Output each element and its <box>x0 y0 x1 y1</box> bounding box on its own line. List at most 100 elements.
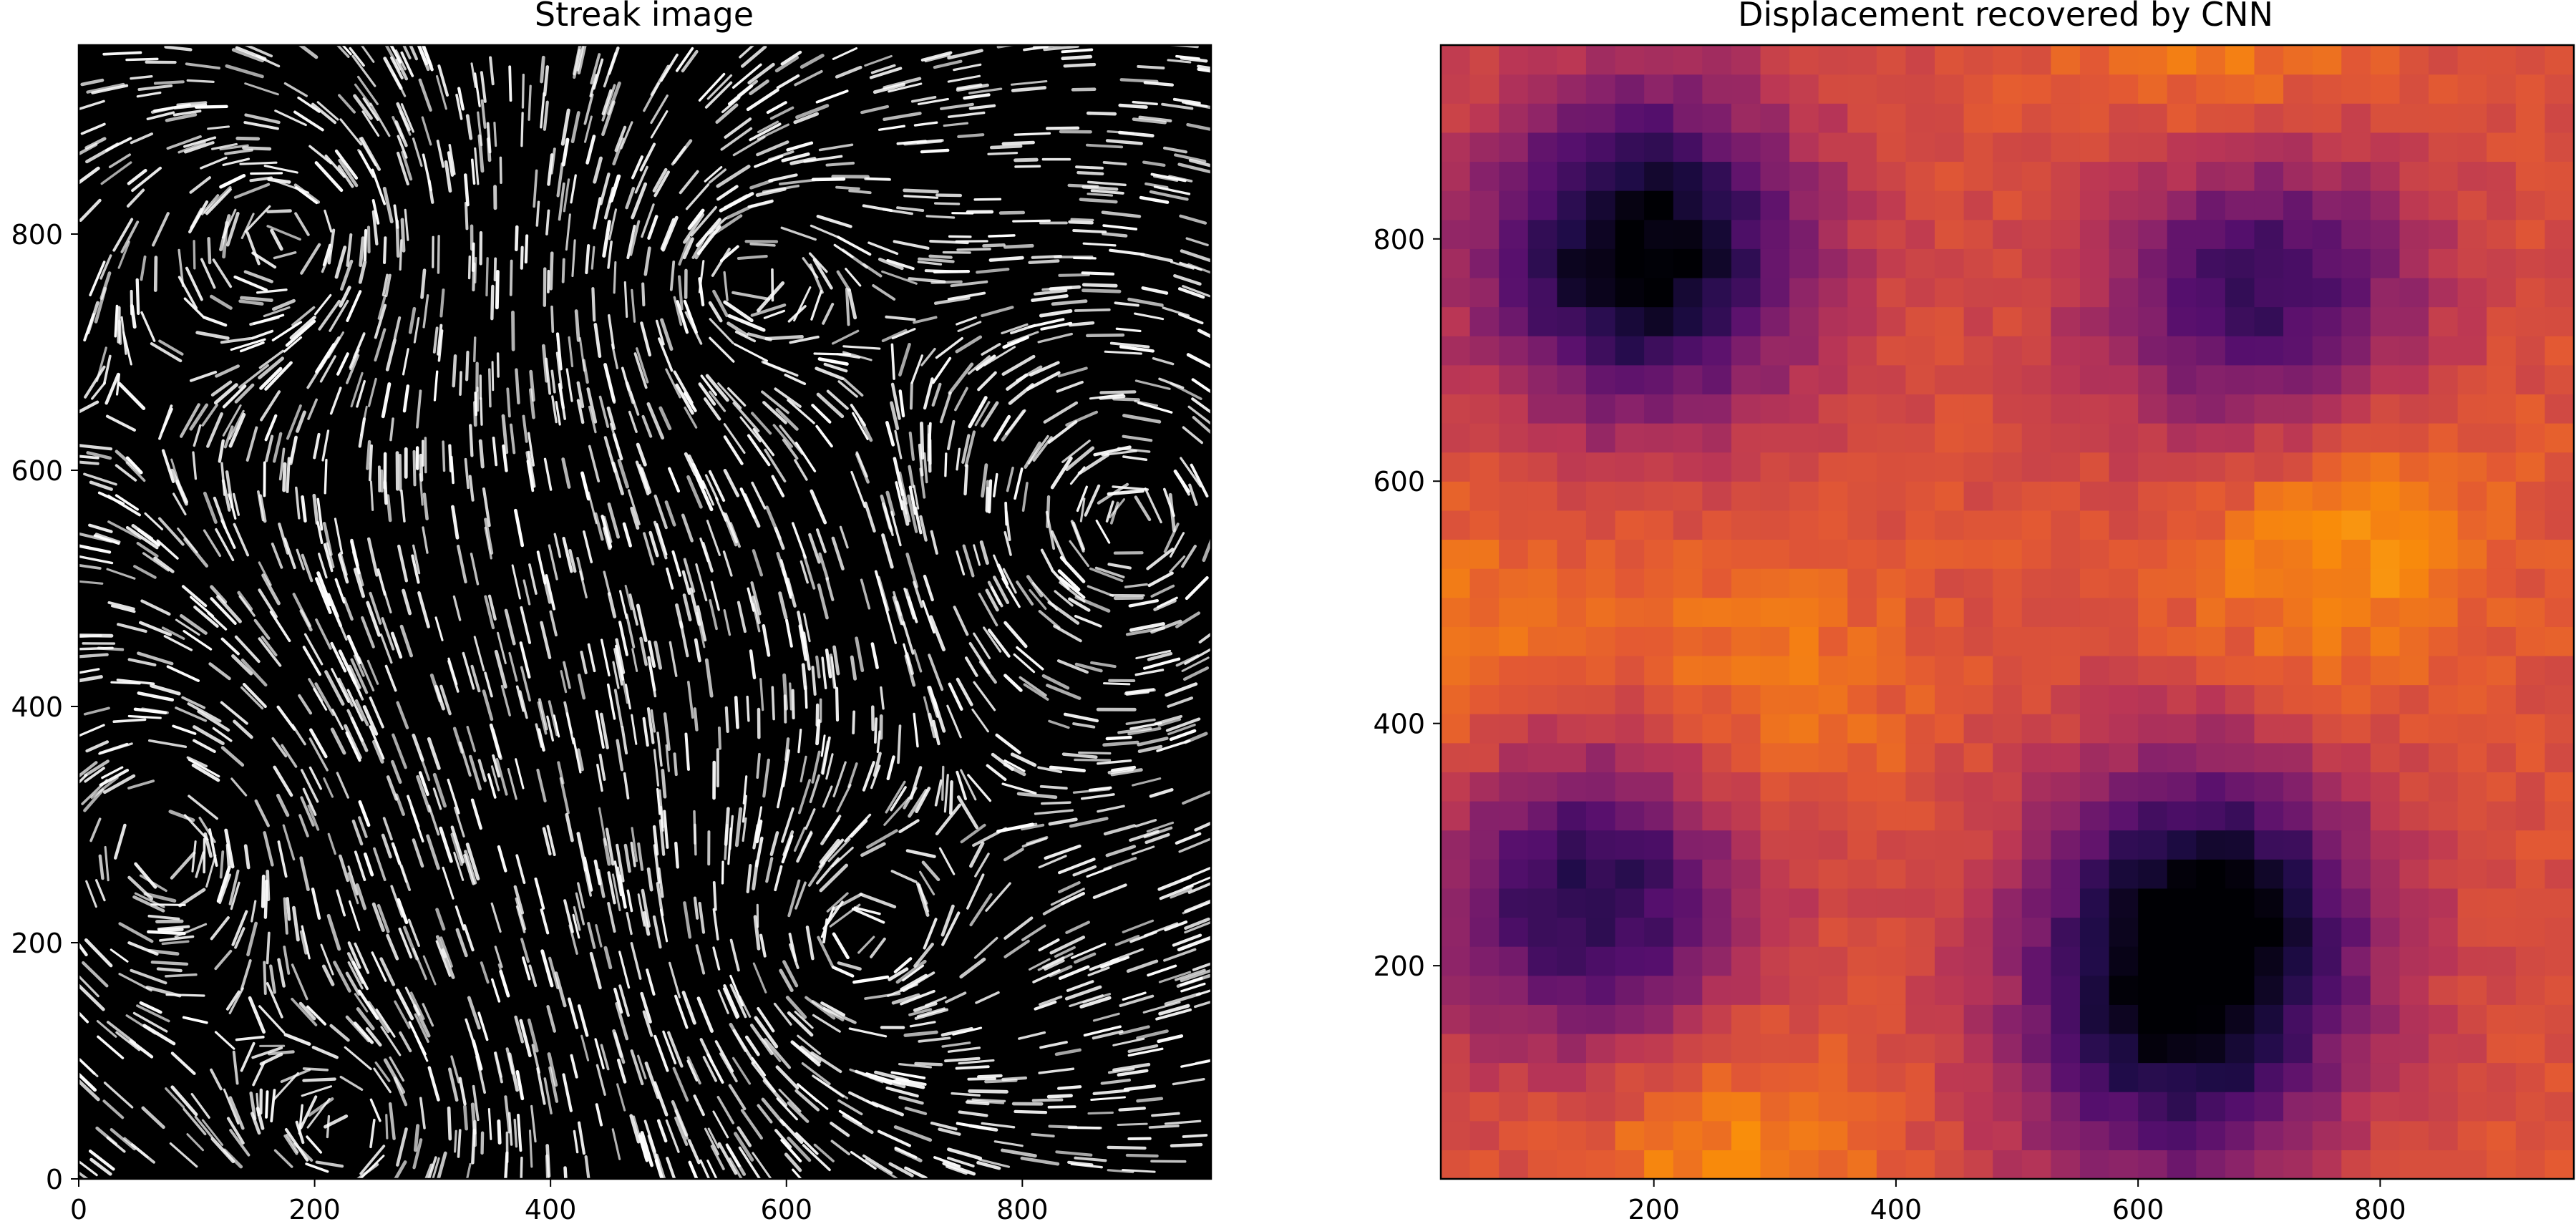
streak <box>291 997 318 1026</box>
streak <box>419 1097 426 1130</box>
streak <box>193 424 202 447</box>
streak <box>188 758 220 778</box>
streak <box>266 931 271 965</box>
streak <box>381 382 392 419</box>
heatmap-cell <box>2283 248 2313 278</box>
heatmap-cell <box>2457 1033 2487 1064</box>
heatmap-cell <box>1993 1150 2023 1180</box>
streak <box>695 563 708 602</box>
streak <box>455 928 468 958</box>
heatmap-cell <box>1557 888 1587 918</box>
heatmap-cell <box>1441 306 1471 336</box>
heatmap-cell <box>1527 830 1557 860</box>
heatmap-cell <box>2021 510 2051 540</box>
heatmap-cell <box>2225 190 2255 220</box>
streak <box>1172 933 1202 947</box>
displacement-frame <box>1439 44 2575 1180</box>
streak <box>855 636 865 673</box>
heatmap-cell <box>2225 219 2255 249</box>
streak <box>1147 964 1177 977</box>
streak <box>499 969 510 998</box>
streak <box>894 1147 923 1162</box>
streak <box>717 726 721 750</box>
heatmap-cell <box>2399 801 2429 831</box>
streak <box>711 248 731 277</box>
streak <box>943 774 949 813</box>
streak <box>1081 271 1115 276</box>
streak <box>878 125 905 131</box>
streak <box>334 246 347 279</box>
streak <box>987 628 1011 658</box>
streak <box>432 326 439 354</box>
streak <box>737 255 768 261</box>
streak <box>480 397 483 426</box>
heatmap-cell <box>2109 510 2139 540</box>
heatmap-cell <box>2138 684 2168 714</box>
heatmap-cell <box>2283 539 2313 569</box>
streak <box>409 991 425 1020</box>
streak <box>83 788 105 812</box>
streak <box>395 219 400 258</box>
streak <box>1183 732 1208 744</box>
streak <box>390 631 403 659</box>
heatmap-cell <box>1441 830 1471 860</box>
streak <box>427 1066 440 1102</box>
streak <box>755 819 763 844</box>
heatmap-cell <box>1527 190 1557 220</box>
heatmap-cell <box>2138 277 2168 308</box>
heatmap-cell <box>2225 336 2255 366</box>
heatmap-cell <box>2051 597 2081 627</box>
streak <box>620 121 633 150</box>
heatmap-cell <box>1673 510 1703 540</box>
streak <box>326 913 341 951</box>
streak <box>565 368 573 402</box>
streak <box>773 1002 792 1026</box>
heatmap-cell <box>1905 568 1935 598</box>
streak <box>301 495 307 523</box>
streak <box>715 103 739 124</box>
streak <box>847 762 858 788</box>
heatmap-cell <box>2051 1062 2081 1092</box>
streak <box>669 961 681 999</box>
streak <box>964 430 976 467</box>
streak <box>778 1088 802 1112</box>
streak <box>623 281 628 319</box>
streak <box>311 887 321 920</box>
heatmap-cell <box>1702 772 1732 802</box>
streak <box>482 689 494 722</box>
heatmap-cell <box>2079 306 2110 336</box>
streak <box>890 401 900 430</box>
streak <box>302 787 317 816</box>
streak <box>805 808 816 830</box>
heatmap-cell <box>1760 1092 1790 1122</box>
heatmap-cell <box>2312 364 2342 394</box>
streak <box>470 553 480 586</box>
streak <box>1074 758 1112 762</box>
streak <box>607 902 616 933</box>
streak <box>242 146 272 151</box>
heatmap-cell <box>1557 306 1587 336</box>
streak <box>883 77 922 89</box>
heatmap-cell <box>2515 772 2546 802</box>
streak <box>90 776 119 800</box>
heatmap-cell <box>1963 45 1993 75</box>
streak <box>540 908 550 935</box>
heatmap-cell <box>2545 423 2575 453</box>
heatmap-cell <box>2370 161 2401 191</box>
streak <box>307 398 318 420</box>
heatmap-cell <box>1731 975 1761 1005</box>
heatmap-cell <box>1527 626 1557 656</box>
streak <box>504 1151 509 1179</box>
heatmap-cell <box>2515 277 2546 308</box>
streak <box>693 707 699 732</box>
heatmap-cell <box>1993 626 2023 656</box>
heatmap-cell <box>1557 1092 1587 1122</box>
streak <box>240 213 255 240</box>
streak <box>361 110 380 137</box>
streak <box>901 488 911 523</box>
heatmap-cell <box>1469 684 1500 714</box>
heatmap-cell <box>2051 568 2081 598</box>
streak <box>540 55 545 84</box>
streak <box>1045 510 1056 550</box>
heatmap-cell <box>1993 801 2023 831</box>
